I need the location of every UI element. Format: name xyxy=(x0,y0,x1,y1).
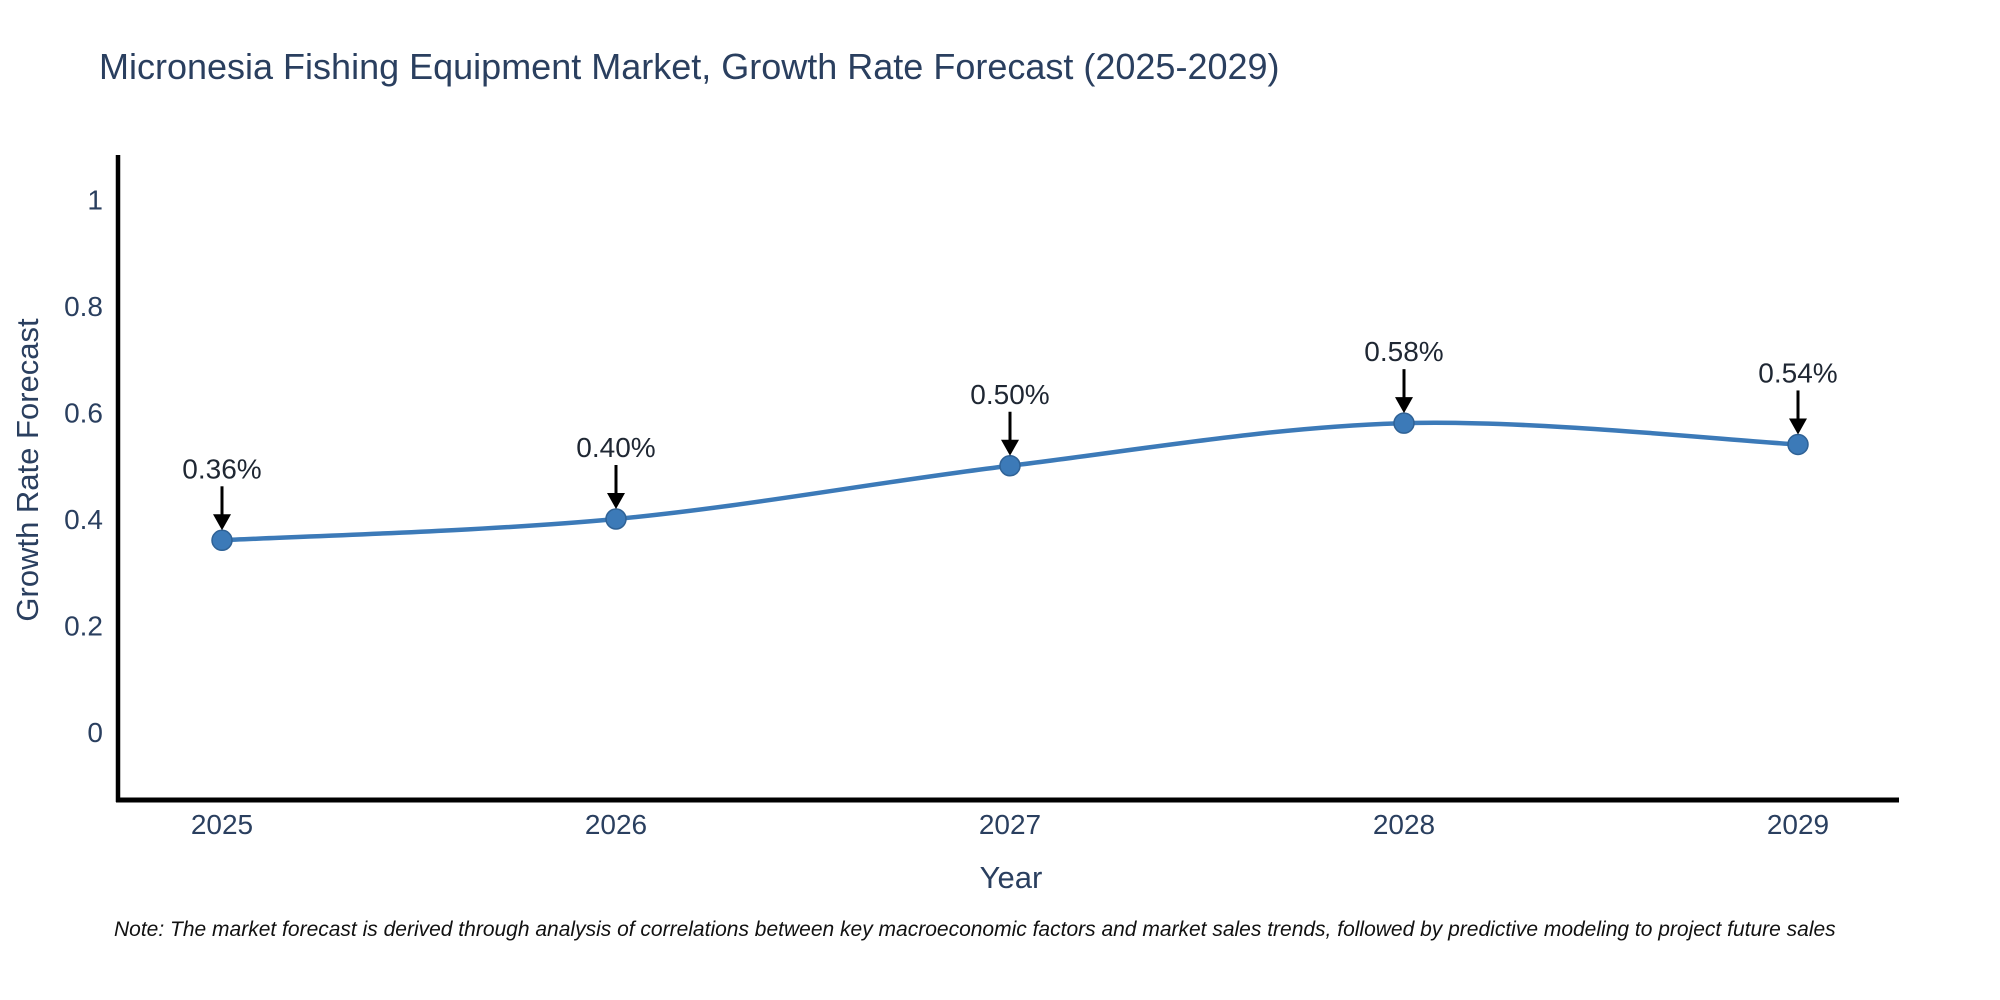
y-tick-label: 0 xyxy=(87,717,103,748)
y-tick-label: 0.8 xyxy=(64,291,103,322)
data-point-marker xyxy=(1393,412,1415,434)
x-axis-title: Year xyxy=(980,860,1043,895)
data-point-value-label: 0.58% xyxy=(1364,336,1443,367)
data-point-value-label: 0.36% xyxy=(182,453,261,484)
y-tick-label: 1 xyxy=(87,185,103,216)
annotation-arrowhead-icon xyxy=(607,493,625,509)
annotation-arrowhead-icon xyxy=(213,514,231,531)
x-tick-label: 2026 xyxy=(585,809,647,840)
annotation-arrowhead-icon xyxy=(1789,418,1807,435)
data-point-marker xyxy=(605,508,627,530)
y-tick-label: 0.6 xyxy=(64,398,103,429)
footnote-text: Note: The market forecast is derived thr… xyxy=(114,918,1836,941)
y-tick-label: 0.2 xyxy=(64,611,103,642)
data-point-value-label: 0.50% xyxy=(970,379,1049,410)
x-tick-label: 2025 xyxy=(191,809,253,840)
data-point-value-label: 0.40% xyxy=(576,432,655,463)
data-point-value-label: 0.54% xyxy=(1758,357,1837,388)
data-point-marker xyxy=(999,455,1021,477)
y-tick-label: 0.4 xyxy=(64,504,103,535)
chart-title: Micronesia Fishing Equipment Market, Gro… xyxy=(99,46,1280,87)
y-axis-title: Growth Rate Forecast xyxy=(10,318,45,622)
annotation-arrowhead-icon xyxy=(1395,397,1413,414)
data-point-marker xyxy=(211,529,233,552)
data-point-marker xyxy=(1787,433,1809,456)
x-tick-label: 2028 xyxy=(1373,809,1435,840)
x-tick-label: 2029 xyxy=(1767,809,1829,840)
x-tick-label: 2027 xyxy=(979,809,1041,840)
annotation-arrowhead-icon xyxy=(1001,439,1019,456)
